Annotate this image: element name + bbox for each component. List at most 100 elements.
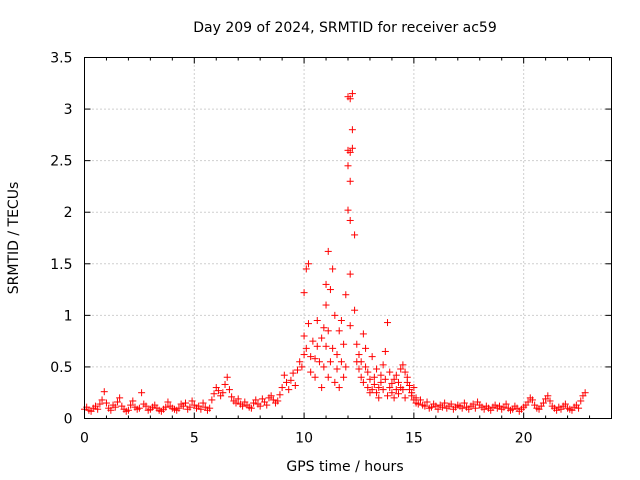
data-point xyxy=(162,403,170,411)
data-point xyxy=(337,317,345,325)
data-point xyxy=(414,400,422,408)
data-point xyxy=(107,406,115,414)
data-point xyxy=(346,322,354,330)
data-point xyxy=(377,378,385,386)
data-point xyxy=(331,378,339,386)
data-point xyxy=(322,301,330,309)
data-point xyxy=(214,387,222,395)
data-point xyxy=(175,404,183,412)
data-point xyxy=(331,311,339,319)
data-point xyxy=(399,386,407,394)
data-point xyxy=(379,361,387,369)
data-point xyxy=(247,404,255,412)
data-point xyxy=(289,369,297,377)
x-axis-label: GPS time / hours xyxy=(286,459,403,475)
data-point xyxy=(164,398,172,406)
data-point xyxy=(469,400,477,408)
data-point xyxy=(304,260,312,268)
y-tick-label: 2 xyxy=(64,205,73,221)
data-point xyxy=(524,398,532,406)
data-point xyxy=(401,368,409,376)
data-point xyxy=(300,351,308,359)
data-point xyxy=(357,358,365,366)
data-point xyxy=(197,405,205,413)
data-point xyxy=(100,388,108,396)
data-point xyxy=(206,404,214,412)
data-point xyxy=(344,206,352,214)
data-point xyxy=(313,317,321,325)
data-point xyxy=(528,396,536,404)
data-point xyxy=(225,386,233,394)
data-point xyxy=(188,397,196,405)
data-point xyxy=(373,389,381,397)
data-point xyxy=(111,403,119,411)
data-point xyxy=(577,397,585,405)
axis-ticks: 0 0.5 1 1.5 2 2.5 3 3.5 0 5 10 15 20 xyxy=(50,51,612,447)
data-point xyxy=(302,265,310,273)
data-point xyxy=(421,402,429,410)
data-point xyxy=(228,393,236,401)
data-point xyxy=(351,306,359,314)
data-point xyxy=(392,371,400,379)
data-point xyxy=(539,399,547,407)
data-point xyxy=(267,392,275,400)
data-point xyxy=(561,400,569,408)
data-point xyxy=(280,371,288,379)
data-point xyxy=(423,398,431,406)
data-point xyxy=(471,404,479,412)
data-point xyxy=(346,177,354,185)
data-point xyxy=(403,373,411,381)
y-tick-label: 3 xyxy=(64,102,73,118)
y-tick-label: 0.5 xyxy=(50,360,72,376)
data-point xyxy=(113,398,121,406)
data-point xyxy=(300,289,308,297)
data-point xyxy=(384,319,392,327)
x-tick-label: 0 xyxy=(80,431,89,447)
y-tick-label: 1.5 xyxy=(50,257,72,273)
data-point xyxy=(353,340,361,348)
data-point xyxy=(348,90,356,98)
data-point xyxy=(377,371,385,379)
data-point xyxy=(390,394,398,402)
data-point xyxy=(324,247,332,255)
data-point xyxy=(344,162,352,170)
data-point xyxy=(342,363,350,371)
data-point xyxy=(326,286,334,294)
data-point xyxy=(346,95,354,103)
data-point xyxy=(384,392,392,400)
data-point xyxy=(293,366,301,374)
data-point xyxy=(438,403,446,411)
y-tick-label: 3.5 xyxy=(50,51,72,67)
data-point xyxy=(223,373,231,381)
data-point xyxy=(96,400,104,408)
data-point xyxy=(370,380,378,388)
data-point xyxy=(346,216,354,224)
data-point xyxy=(373,365,381,373)
data-point xyxy=(364,384,372,392)
data-point xyxy=(138,389,146,397)
data-point xyxy=(142,402,150,410)
data-point xyxy=(392,386,400,394)
data-point xyxy=(300,332,308,340)
data-point xyxy=(304,320,312,328)
data-point xyxy=(581,389,589,397)
data-point xyxy=(302,344,310,352)
data-point xyxy=(102,399,110,407)
data-point xyxy=(129,397,137,405)
data-point xyxy=(333,351,341,359)
data-point xyxy=(370,373,378,381)
data-point xyxy=(135,404,143,412)
data-point xyxy=(263,401,271,409)
data-point xyxy=(447,400,455,408)
data-point xyxy=(322,280,330,288)
data-point xyxy=(335,327,343,335)
data-point xyxy=(375,394,383,402)
data-point xyxy=(410,384,418,392)
data-point xyxy=(460,399,468,407)
data-point xyxy=(458,404,466,412)
data-point xyxy=(98,396,106,404)
grid-lines xyxy=(84,57,612,419)
y-tick-label: 2.5 xyxy=(50,154,72,170)
data-point xyxy=(359,378,367,386)
